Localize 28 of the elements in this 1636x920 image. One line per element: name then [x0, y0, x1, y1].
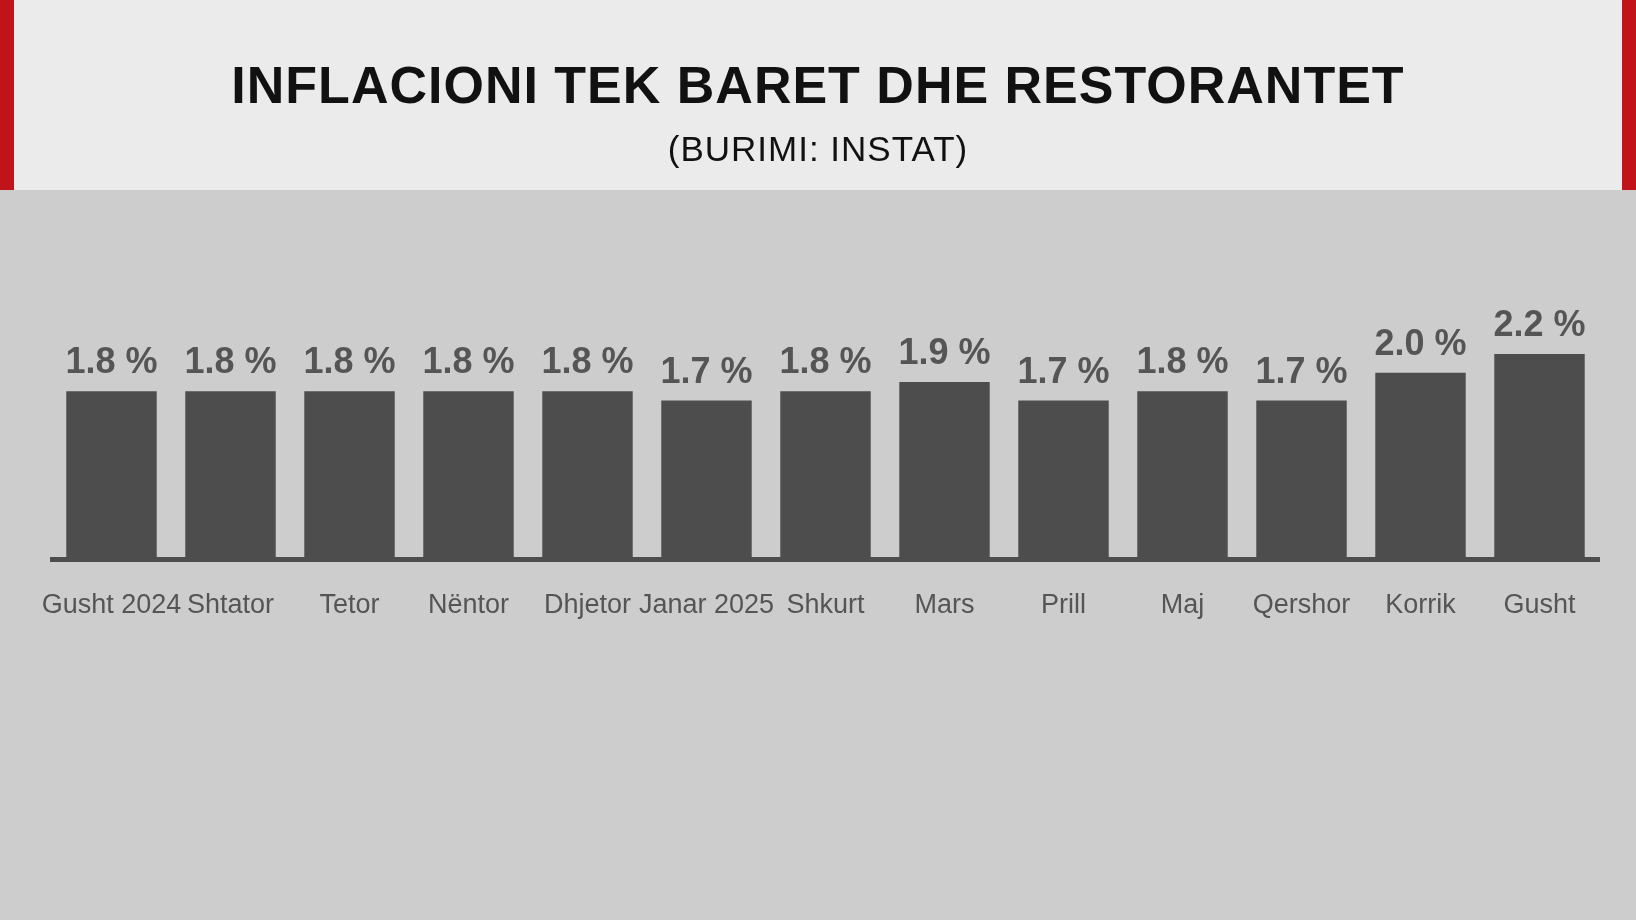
x-tick-label: Prill: [1041, 588, 1086, 619]
data-label: 1.8 %: [65, 340, 158, 382]
x-tick-label: Gusht 2024: [41, 588, 182, 619]
chart-subtitle: (BURIMI: INSTAT): [666, 128, 970, 170]
data-label: 2.2 %: [1493, 303, 1586, 344]
data-label: 1.8 %: [422, 340, 515, 382]
x-tick-label: Nëntor: [427, 588, 510, 619]
data-label: 1.8 %: [303, 340, 396, 382]
data-label: 1.7 %: [660, 349, 753, 391]
data-label: 1.7 %: [1017, 349, 1110, 391]
x-tick-label: Maj: [1160, 588, 1205, 619]
data-label: 1.8 %: [779, 340, 872, 382]
x-tick-label: Tetor: [319, 588, 380, 619]
data-label: 1.7 %: [1255, 349, 1348, 391]
chart-title: INFLACIONI TEK BARET DHE RESTORANTET: [230, 55, 1406, 115]
data-label: 1.9 %: [898, 330, 991, 372]
x-tick-label: Dhjetor: [543, 588, 632, 619]
x-tick-label: Korrik: [1385, 588, 1457, 619]
data-label: 1.8 %: [1136, 340, 1229, 382]
data-label: 1.8 %: [541, 340, 634, 382]
data-label: 1.8 %: [184, 340, 277, 382]
x-tick-label: Shkurt: [786, 588, 866, 619]
x-tick-label: Shtator: [186, 588, 275, 619]
x-tick-label: Gusht: [1503, 588, 1577, 619]
x-tick-label: Janar 2025: [638, 588, 775, 619]
x-tick-label: Mars: [914, 588, 975, 619]
x-tick-label: Qershor: [1252, 588, 1351, 619]
data-label: 2.0 %: [1374, 321, 1467, 363]
